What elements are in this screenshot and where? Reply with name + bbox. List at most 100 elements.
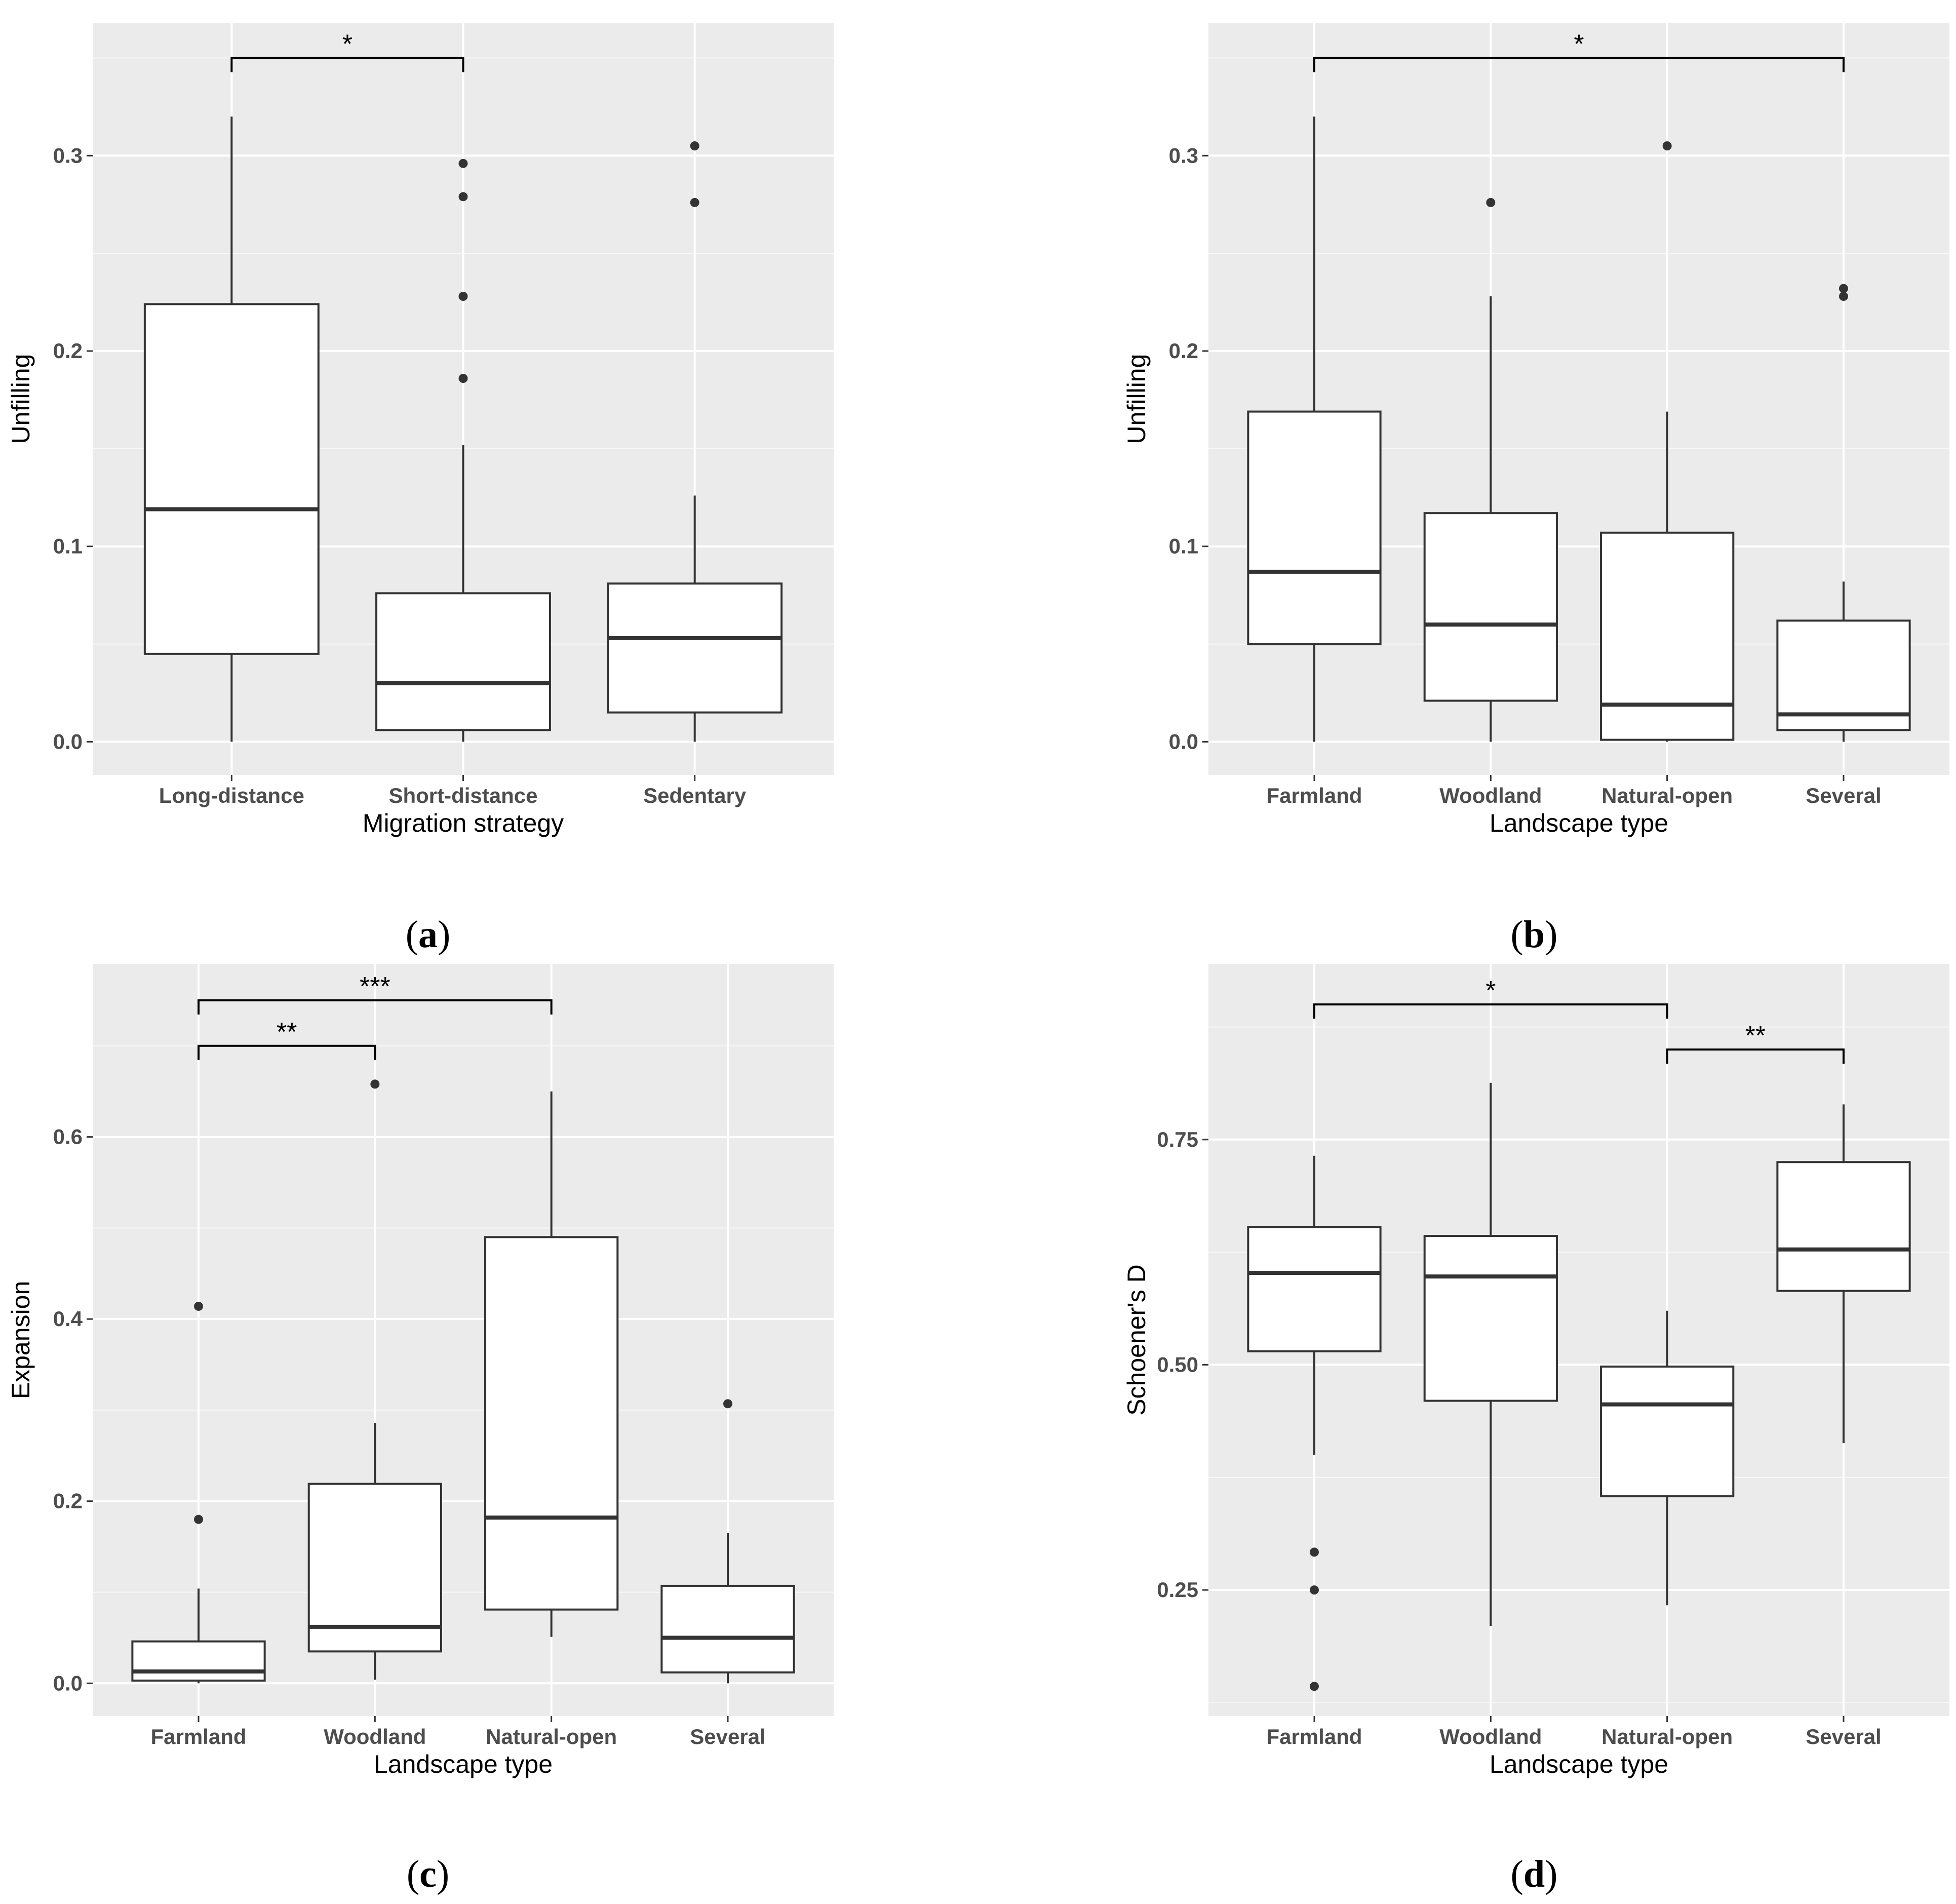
box-iqr [484,1236,619,1611]
box-iqr [1423,1235,1558,1402]
bracket-line [1313,57,1845,72]
y-tick-label: 0.2 [53,1489,83,1513]
y-tick-label: 0.75 [1157,1128,1198,1151]
x-tick-label: Farmland [1266,784,1362,807]
box-farmland [131,1301,266,1684]
box-natural-open [1600,1310,1735,1606]
y-tick-label: 0.1 [1169,534,1198,558]
significance-bracket: * [1313,29,1845,72]
y-axis-title: Schoener's D [1122,1264,1151,1416]
y-tick-label: 0.2 [53,339,83,363]
box-iqr [1776,1161,1911,1292]
box-sedentary [607,141,783,742]
bracket-line [230,57,464,72]
panel-c: 0.0 0.2 0.4 0.6 Farmland Woodland Natural-open… [7,964,834,1895]
outlier-point [458,192,468,202]
y-tick-label: 0.0 [53,1671,83,1695]
y-tick-label: 0.0 [53,729,83,753]
significance-label: * [342,29,353,59]
bracket-line [1666,1048,1845,1064]
box-short-distance [375,159,551,742]
outlier-point [1310,1547,1319,1557]
y-tick-label: 0.25 [1157,1578,1198,1602]
box-woodland [1423,198,1558,742]
significance-label: ** [277,1018,297,1047]
outlier-point [1839,292,1848,301]
box-several [1776,284,1911,742]
x-tick-label: Farmland [150,1725,246,1748]
x-tick-label: Several [1806,784,1881,807]
box-woodland [1423,1082,1558,1626]
outlier-point [690,198,699,207]
bracket-line [1313,1003,1668,1019]
significance-bracket: ** [198,1018,376,1060]
x-tick-label: Natural-open [1601,784,1733,807]
box-natural-open [1600,141,1735,742]
x-tick-label: Several [690,1725,765,1748]
outlier-point [194,1301,203,1311]
y-tick-label: 0.50 [1157,1352,1198,1376]
x-tick-label: Farmland [1266,1725,1362,1748]
x-tick-label: Natural-open [486,1725,617,1748]
outlier-point [723,1399,732,1409]
panel-a: 0.0 0.1 0.2 0.3 Long-distance Short-distance S… [7,23,834,956]
panel-label: (b) [1511,913,1558,956]
outlier-point [1486,198,1496,207]
y-tick-label: 0.1 [53,534,83,558]
x-tick-label: Woodland [1439,1725,1542,1748]
x-tick-label: Several [1806,1725,1881,1748]
box-iqr [143,303,320,655]
significance-label: * [1574,29,1584,59]
y-axis-title: Unfilling [7,354,35,444]
outlier-point [1839,284,1848,293]
significance-bracket: ** [1666,1021,1845,1064]
x-tick-label: Long-distance [159,784,304,807]
box-farmland [1247,1155,1382,1691]
box-iqr [1600,1365,1735,1498]
x-tick-label: Woodland [1439,784,1542,807]
x-axis-title: Landscape type [374,1750,553,1778]
y-tick-label: 0.0 [1169,729,1198,753]
box-iqr [1600,531,1735,741]
outlier-point [458,159,468,168]
outlier-point [370,1079,380,1089]
box-iqr [375,592,551,731]
x-tick-label: Sedentary [643,784,747,807]
x-tick-label: Woodland [324,1725,426,1748]
box-iqr [1247,410,1382,645]
significance-label: ** [1745,1021,1766,1051]
y-tick-label: 0.3 [53,143,83,167]
x-tick-label: Natural-open [1601,1725,1733,1748]
y-axis-title: Unfilling [1122,354,1151,444]
box-iqr [607,582,783,714]
outlier-point [458,292,468,301]
box-iqr [131,1640,266,1682]
box-iqr [660,1584,795,1674]
x-axis-title: Migration strategy [363,809,564,837]
significance-bracket: * [1313,976,1668,1019]
y-axis-title: Expansion [7,1281,35,1400]
x-axis-title: Landscape type [1490,809,1668,837]
bracket-line [198,1044,376,1060]
panel-d: 0.25 0.50 0.75 Farmland Woodland Natural-open… [1122,964,1949,1895]
box-natural-open [484,1091,619,1637]
y-tick-label: 0.2 [1169,339,1198,363]
box-iqr [1776,619,1911,731]
significance-label: *** [360,972,390,1001]
box-iqr [1247,1226,1382,1352]
significance-bracket: *** [198,972,553,1015]
outlier-point [1310,1682,1319,1691]
box-iqr [307,1483,442,1653]
outlier-point [690,141,699,150]
box-farmland [1247,116,1382,742]
outlier-point [1310,1585,1319,1595]
box-iqr [1423,512,1558,702]
significance-label: * [1485,976,1496,1005]
box-woodland [307,1079,442,1680]
box-several [660,1399,795,1684]
bracket-line [198,999,553,1015]
y-tick-label: 0.3 [1169,143,1198,167]
outlier-point [194,1514,203,1524]
panel-label: (c) [407,1853,449,1895]
